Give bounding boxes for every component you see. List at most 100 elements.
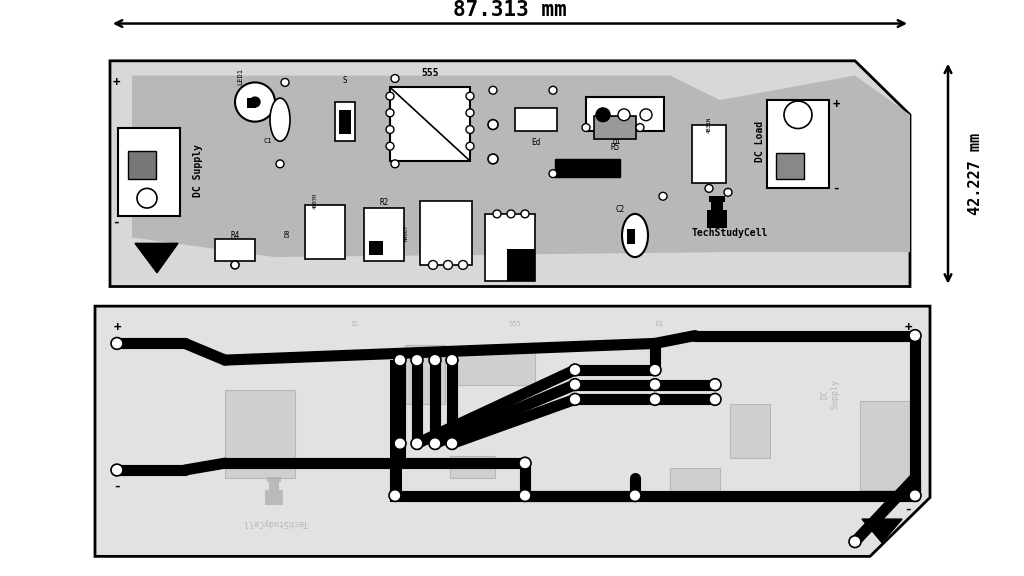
Ellipse shape (270, 98, 290, 141)
Circle shape (582, 124, 590, 131)
Circle shape (649, 393, 662, 406)
Circle shape (640, 109, 652, 121)
Circle shape (111, 338, 123, 349)
Circle shape (394, 438, 406, 449)
Bar (118, 127, 180, 216)
Bar (730, 404, 770, 458)
Circle shape (231, 261, 239, 269)
Circle shape (709, 379, 721, 391)
Circle shape (569, 364, 581, 376)
Bar (709, 196, 725, 202)
Text: 4B31N: 4B31N (707, 116, 712, 132)
Circle shape (489, 86, 497, 94)
Bar (406, 346, 445, 404)
Text: +: + (114, 321, 121, 334)
Bar (269, 482, 279, 490)
Polygon shape (110, 61, 910, 286)
Bar (267, 477, 281, 482)
Text: D1: D1 (655, 321, 665, 327)
Circle shape (709, 393, 721, 406)
Bar (225, 389, 295, 478)
Bar (420, 201, 472, 265)
Circle shape (714, 213, 720, 219)
Circle shape (649, 364, 662, 376)
Text: R2: R2 (379, 198, 389, 207)
Bar (450, 456, 495, 478)
Text: IC: IC (351, 321, 359, 327)
Circle shape (724, 188, 732, 196)
Text: TechStudyCell: TechStudyCell (692, 228, 768, 237)
Bar (390, 88, 470, 161)
Circle shape (466, 142, 474, 150)
Bar (515, 108, 557, 131)
Circle shape (549, 86, 557, 94)
Polygon shape (390, 360, 635, 502)
Text: +: + (833, 98, 840, 112)
Bar (692, 124, 726, 184)
Polygon shape (95, 306, 930, 556)
Text: LED1: LED1 (237, 68, 243, 85)
Circle shape (386, 126, 394, 134)
Text: -: - (904, 503, 911, 516)
Circle shape (429, 438, 441, 449)
Bar (767, 100, 829, 188)
Bar (670, 468, 720, 498)
Circle shape (111, 464, 123, 476)
Circle shape (569, 379, 581, 391)
Text: 555: 555 (421, 67, 439, 78)
Circle shape (466, 109, 474, 117)
Bar (507, 249, 535, 281)
Text: -: - (114, 479, 121, 492)
Circle shape (909, 490, 921, 502)
Text: S: S (343, 76, 347, 85)
Circle shape (629, 490, 641, 502)
Circle shape (411, 354, 423, 366)
Text: R4: R4 (230, 231, 240, 240)
Circle shape (386, 109, 394, 117)
Text: -: - (833, 182, 840, 195)
Text: D0: D0 (284, 228, 290, 237)
Circle shape (394, 354, 406, 366)
Circle shape (428, 260, 437, 270)
Circle shape (459, 260, 468, 270)
Text: -: - (113, 215, 120, 228)
Text: 42.227 mm: 42.227 mm (969, 132, 983, 215)
Circle shape (446, 354, 458, 366)
Bar (627, 229, 635, 244)
Bar (369, 241, 383, 255)
Circle shape (705, 184, 713, 192)
Bar (455, 350, 535, 385)
Text: DC Load: DC Load (755, 121, 765, 162)
Circle shape (250, 97, 260, 107)
Circle shape (446, 438, 458, 449)
Circle shape (411, 438, 423, 449)
Circle shape (507, 210, 515, 218)
Bar (215, 240, 255, 261)
Circle shape (466, 126, 474, 134)
Circle shape (636, 124, 644, 131)
Circle shape (386, 142, 394, 150)
Circle shape (519, 457, 531, 469)
Text: DC Supply: DC Supply (193, 144, 203, 197)
Bar (247, 98, 256, 108)
Circle shape (521, 210, 529, 218)
Text: 87.313 mm: 87.313 mm (454, 0, 567, 20)
Bar (128, 151, 156, 179)
Circle shape (391, 160, 399, 168)
Polygon shape (135, 243, 178, 273)
Bar (265, 490, 283, 505)
Circle shape (519, 490, 531, 502)
Bar (586, 97, 664, 131)
Bar (364, 208, 404, 261)
Text: C1: C1 (264, 138, 272, 144)
Circle shape (618, 109, 630, 121)
Circle shape (443, 260, 453, 270)
Bar (594, 116, 636, 139)
Circle shape (596, 108, 610, 122)
Circle shape (429, 354, 441, 366)
Ellipse shape (622, 214, 648, 257)
Bar (335, 102, 355, 141)
Circle shape (281, 78, 289, 86)
Circle shape (137, 188, 157, 208)
Text: C2: C2 (615, 206, 625, 214)
